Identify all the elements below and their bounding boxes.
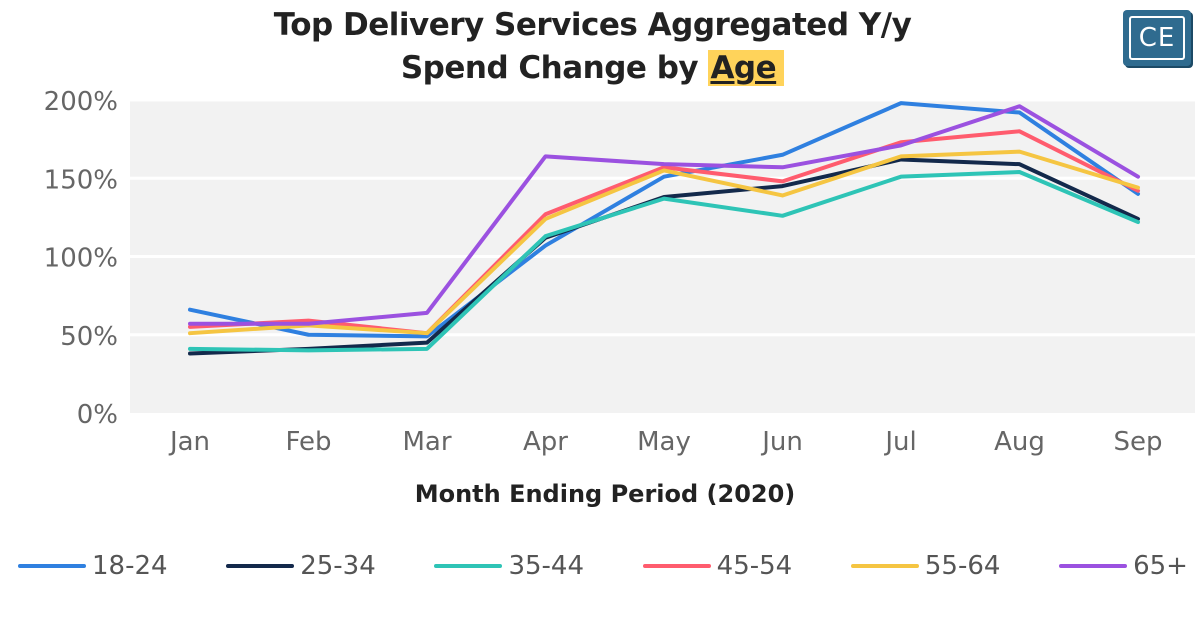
legend-swatch — [18, 564, 86, 568]
chart-title-line1: Top Delivery Services Aggregated Y/y — [273, 7, 912, 43]
x-tick-label: Feb — [285, 427, 331, 457]
legend-swatch — [434, 564, 503, 568]
x-tick-label: Apr — [523, 427, 568, 457]
legend-label: 18-24 — [92, 551, 168, 581]
chart-title-highlight: Age — [708, 50, 785, 86]
chart-title: Top Delivery Services Aggregated Y/y Spe… — [0, 4, 1185, 90]
series-line-35-44 — [188, 169, 1140, 353]
ce-logo: CE — [1123, 10, 1191, 66]
chart-title-prefix: Spend Change by — [400, 50, 709, 86]
legend-label: 65+ — [1133, 551, 1188, 581]
legend-item: 18-24 — [18, 551, 168, 581]
legend-swatch — [850, 564, 919, 568]
series-line-55-64 — [188, 149, 1140, 336]
legend-item: 45-54 — [642, 551, 793, 581]
series-line-18-24 — [188, 101, 1140, 339]
legend-item: 35-44 — [434, 551, 584, 581]
x-tick-label: Mar — [402, 427, 451, 457]
y-tick-label: 200% — [44, 87, 118, 117]
legend-label: 25-34 — [300, 551, 376, 581]
legend-label: 55-64 — [924, 551, 1001, 581]
legend-item: 25-34 — [226, 551, 376, 581]
y-tick-label: 50% — [60, 322, 118, 352]
x-tick-label: Jan — [168, 427, 210, 457]
series-line-45-54 — [188, 129, 1140, 336]
x-tick-label: Jun — [760, 427, 803, 457]
x-axis-label: Month Ending Period (2020) — [414, 480, 796, 508]
legend-swatch — [1059, 564, 1128, 568]
legend-item: 65+ — [1059, 551, 1188, 581]
legend-swatch — [642, 564, 711, 568]
y-tick-label: 100% — [44, 244, 118, 274]
legend-swatch — [226, 564, 295, 568]
y-tick-label: 150% — [44, 165, 118, 195]
series-line-65plus — [188, 104, 1140, 326]
x-tick-label: Jul — [883, 427, 916, 457]
legend-label: 35-44 — [508, 551, 584, 581]
ce-logo-text: CE — [1129, 16, 1185, 60]
chart-legend: 18-24 25-34 35-44 45-54 55-64 65+ — [18, 546, 1188, 586]
chart-title-line2: Spend Change by Age — [0, 47, 1185, 90]
x-tick-label: May — [637, 427, 691, 457]
y-tick-label: 0% — [77, 400, 118, 430]
legend-label: 45-54 — [716, 551, 793, 581]
x-tick-label: Sep — [1113, 427, 1162, 457]
x-tick-label: Aug — [994, 427, 1045, 457]
legend-item: 55-64 — [850, 551, 1001, 581]
